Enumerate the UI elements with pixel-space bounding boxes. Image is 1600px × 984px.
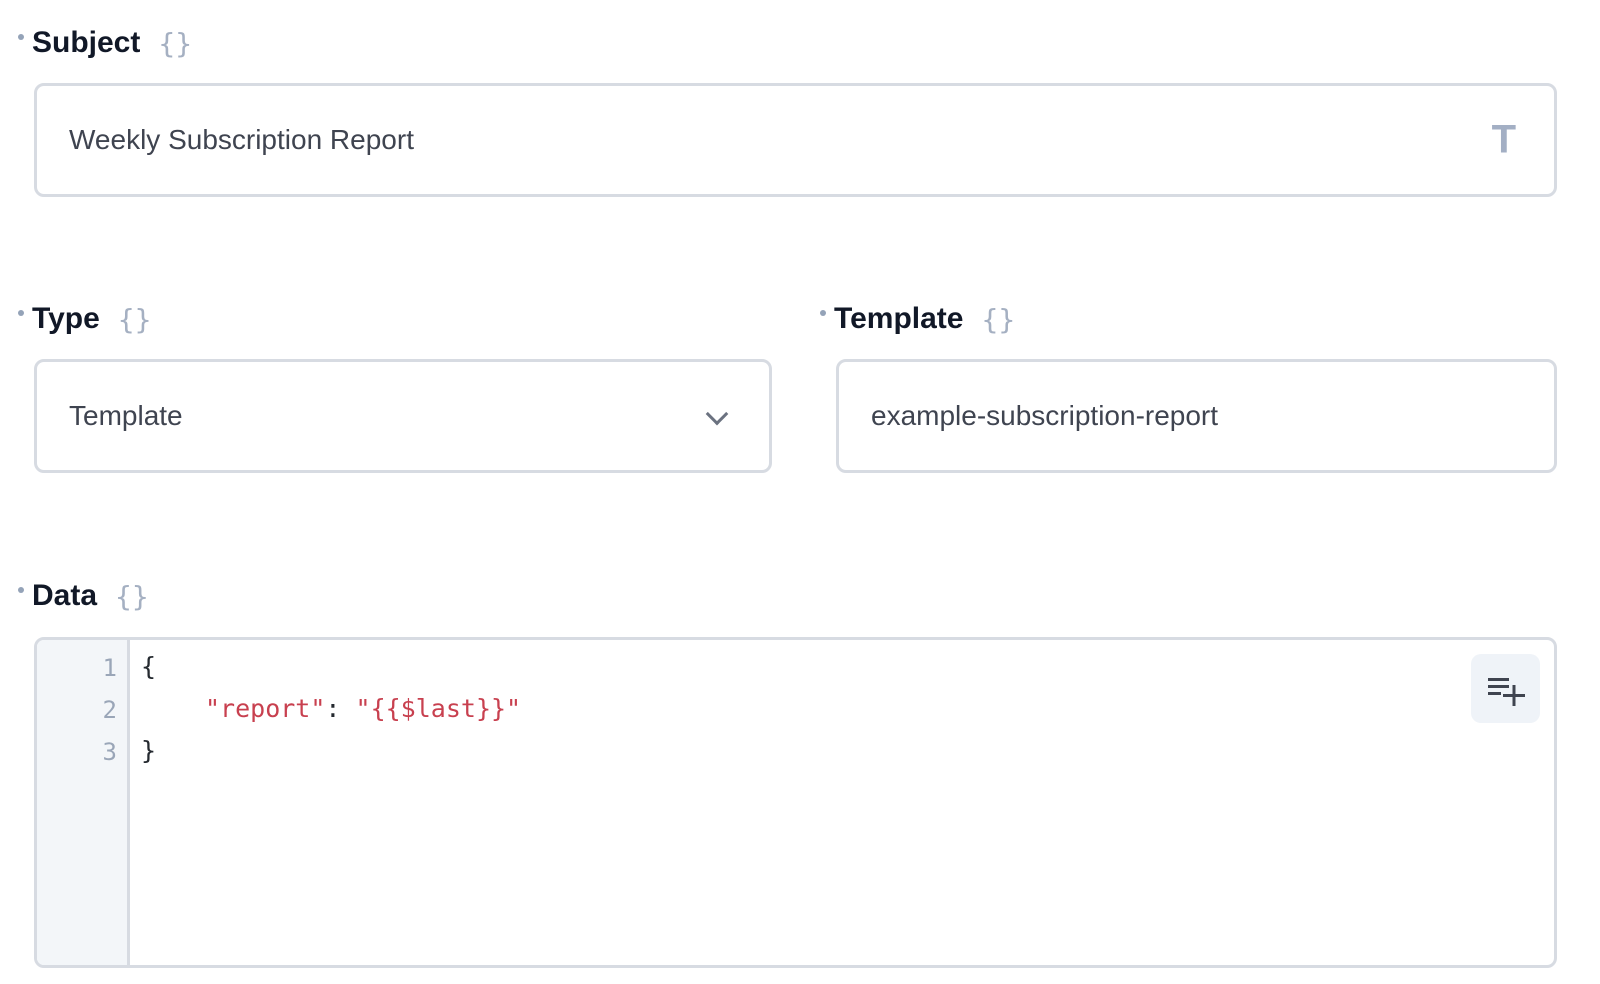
format-button[interactable] — [1471, 654, 1540, 723]
type-value: Template — [69, 400, 183, 431]
json-value: "{{$last}}" — [355, 694, 522, 723]
template-label-text: Template — [834, 302, 964, 335]
required-dot — [18, 587, 24, 593]
required-dot — [18, 34, 24, 40]
json-colon: : — [325, 694, 356, 723]
line-number-gutter: 1 2 3 — [37, 640, 130, 965]
chevron-down-icon — [705, 402, 729, 426]
required-dot — [18, 310, 24, 316]
template-input[interactable]: example-subscription-report — [836, 359, 1557, 473]
variable-braces-icon[interactable]: {} — [117, 302, 152, 336]
line-number: 2 — [102, 696, 117, 724]
subject-input[interactable]: Weekly Subscription Report T — [34, 83, 1557, 197]
subject-label-text: Subject — [32, 26, 141, 59]
variable-braces-icon[interactable]: {} — [981, 302, 1016, 336]
code-line: } — [141, 736, 157, 765]
data-label: Data {} — [18, 579, 149, 613]
data-code-editor[interactable]: 1 2 3 { "report": "{{$last}}" } — [34, 637, 1557, 968]
text-type-icon[interactable]: T — [1491, 117, 1516, 162]
line-number: 1 — [102, 654, 117, 682]
code-line: { — [141, 652, 157, 681]
variable-braces-icon[interactable]: {} — [115, 579, 149, 613]
subject-label: Subject {} — [18, 26, 192, 60]
add-line-icon — [1488, 678, 1525, 706]
required-dot — [820, 310, 826, 316]
type-label-text: Type — [32, 302, 100, 335]
data-label-text: Data — [32, 579, 98, 612]
type-label: Type {} — [18, 302, 152, 336]
json-key: "report" — [205, 694, 326, 723]
code-line: "report": "{{$last}}" — [205, 694, 521, 723]
subject-value: Weekly Subscription Report — [69, 124, 414, 155]
type-select[interactable]: Template — [34, 359, 772, 473]
template-value: example-subscription-report — [871, 400, 1219, 431]
template-label: Template {} — [820, 302, 1015, 336]
line-number: 3 — [102, 738, 117, 766]
variable-braces-icon[interactable]: {} — [158, 26, 193, 60]
